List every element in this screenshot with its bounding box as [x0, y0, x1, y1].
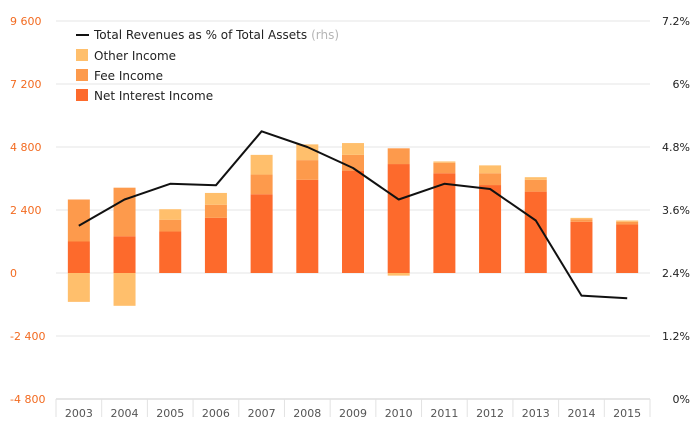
legend-swatch-net-interest-income	[76, 89, 88, 101]
bar-segment-fee-income	[524, 179, 547, 192]
bar-segment-fee-income	[433, 162, 456, 174]
bar-segment-other-income	[387, 273, 410, 276]
bar-segment-fee-income	[616, 221, 639, 225]
bar-segment-other-income	[342, 143, 364, 155]
legend-swatch-other-income	[76, 49, 88, 61]
bars	[67, 143, 639, 306]
legend: Total Revenues as % of Total Assets (rhs…	[76, 28, 339, 103]
bar-segment-net-interest-income	[113, 236, 136, 273]
y-right-tick-label: 3.6%	[662, 204, 690, 217]
legend-label-other-income: Other Income	[94, 49, 176, 63]
legend-swatch-fee-income	[76, 69, 88, 81]
bar-segment-net-interest-income	[570, 221, 593, 273]
y-left-tick-label: 4 800	[10, 141, 42, 154]
y-left-tick-label: -2 400	[10, 330, 45, 343]
x-tick-label: 2014	[567, 407, 595, 420]
y-right-tick-label: 7.2%	[662, 15, 690, 28]
x-tick-label: 2015	[613, 407, 641, 420]
legend-label-fee-income: Fee Income	[94, 69, 163, 83]
axes: 9 600 7.2% 7 200 6% 4 800 4.8% 2 400 3.6% 0 2.4% -…	[10, 15, 690, 420]
bar-segment-net-interest-income	[204, 217, 227, 273]
bar-segment-net-interest-income	[524, 191, 547, 273]
bar-segment-net-interest-income	[616, 224, 639, 273]
bar-segment-net-interest-income	[250, 194, 273, 273]
revenue-ratio-polyline	[78, 130, 628, 300]
bar-segment-other-income	[113, 273, 136, 306]
y-left-tick-label: 9 600	[10, 15, 42, 28]
bar-segment-net-interest-income	[67, 241, 90, 273]
x-tick-label: 2003	[65, 407, 93, 420]
bar-segment-fee-income	[479, 173, 502, 186]
x-tick-label: 2011	[430, 407, 458, 420]
legend-label-net-interest-income: Net Interest Income	[94, 89, 213, 103]
y-right-tick-label: 6%	[673, 78, 690, 91]
bar-segment-other-income	[159, 209, 182, 220]
x-tick-label: 2010	[385, 407, 413, 420]
x-tick-label: 2004	[111, 407, 139, 420]
bar-segment-net-interest-income	[479, 185, 502, 273]
bar-segment-other-income	[616, 220, 639, 222]
bar-segment-fee-income	[159, 219, 182, 232]
bar-segment-fee-income	[387, 148, 410, 165]
y-left-tick-label: -4 800	[10, 393, 45, 406]
bar-segment-fee-income	[342, 154, 364, 171]
x-tick-label: 2007	[248, 407, 276, 420]
legend-label-revenue-ratio: Total Revenues as % of Total Assets	[93, 28, 307, 42]
x-tick-label: 2013	[522, 407, 550, 420]
legend-rhs-note: (rhs)	[311, 28, 339, 42]
x-tick-label: 2008	[293, 407, 321, 420]
bar-segment-fee-income	[204, 204, 227, 218]
y-left-tick-label: 2 400	[10, 204, 42, 217]
bar-segment-fee-income	[113, 187, 136, 237]
bar-segment-fee-income	[570, 219, 593, 222]
bar-segment-other-income	[296, 144, 319, 161]
bar-segment-net-interest-income	[387, 164, 410, 273]
y-left-tick-label: 7 200	[10, 78, 42, 91]
bar-segment-net-interest-income	[342, 170, 364, 273]
x-tick-label: 2012	[476, 407, 504, 420]
x-tick-label: 2006	[202, 407, 230, 420]
bar-segment-fee-income	[296, 160, 319, 180]
bar-segment-net-interest-income	[433, 173, 456, 273]
x-tick-label: 2005	[156, 407, 184, 420]
bar-segment-other-income	[433, 161, 456, 163]
bar-segment-fee-income	[250, 174, 273, 195]
bar-segment-other-income	[570, 217, 593, 220]
x-tick-label: 2009	[339, 407, 367, 420]
bar-segment-other-income	[479, 165, 502, 174]
bar-segment-other-income	[250, 154, 273, 175]
y-right-tick-label: 4.8%	[662, 141, 690, 154]
y-right-tick-label: 2.4%	[662, 267, 690, 280]
y-right-tick-label: 1.2%	[662, 330, 690, 343]
bar-segment-net-interest-income	[159, 231, 182, 273]
bar-segment-other-income	[204, 192, 227, 205]
bar-segment-other-income	[524, 177, 547, 180]
y-left-tick-label: 0	[10, 267, 17, 280]
revenue-ratio-line	[78, 130, 628, 300]
bar-segment-other-income	[67, 273, 90, 302]
bar-segment-fee-income	[67, 199, 90, 242]
y-right-tick-label: 0%	[673, 393, 690, 406]
bar-segment-net-interest-income	[296, 179, 319, 273]
